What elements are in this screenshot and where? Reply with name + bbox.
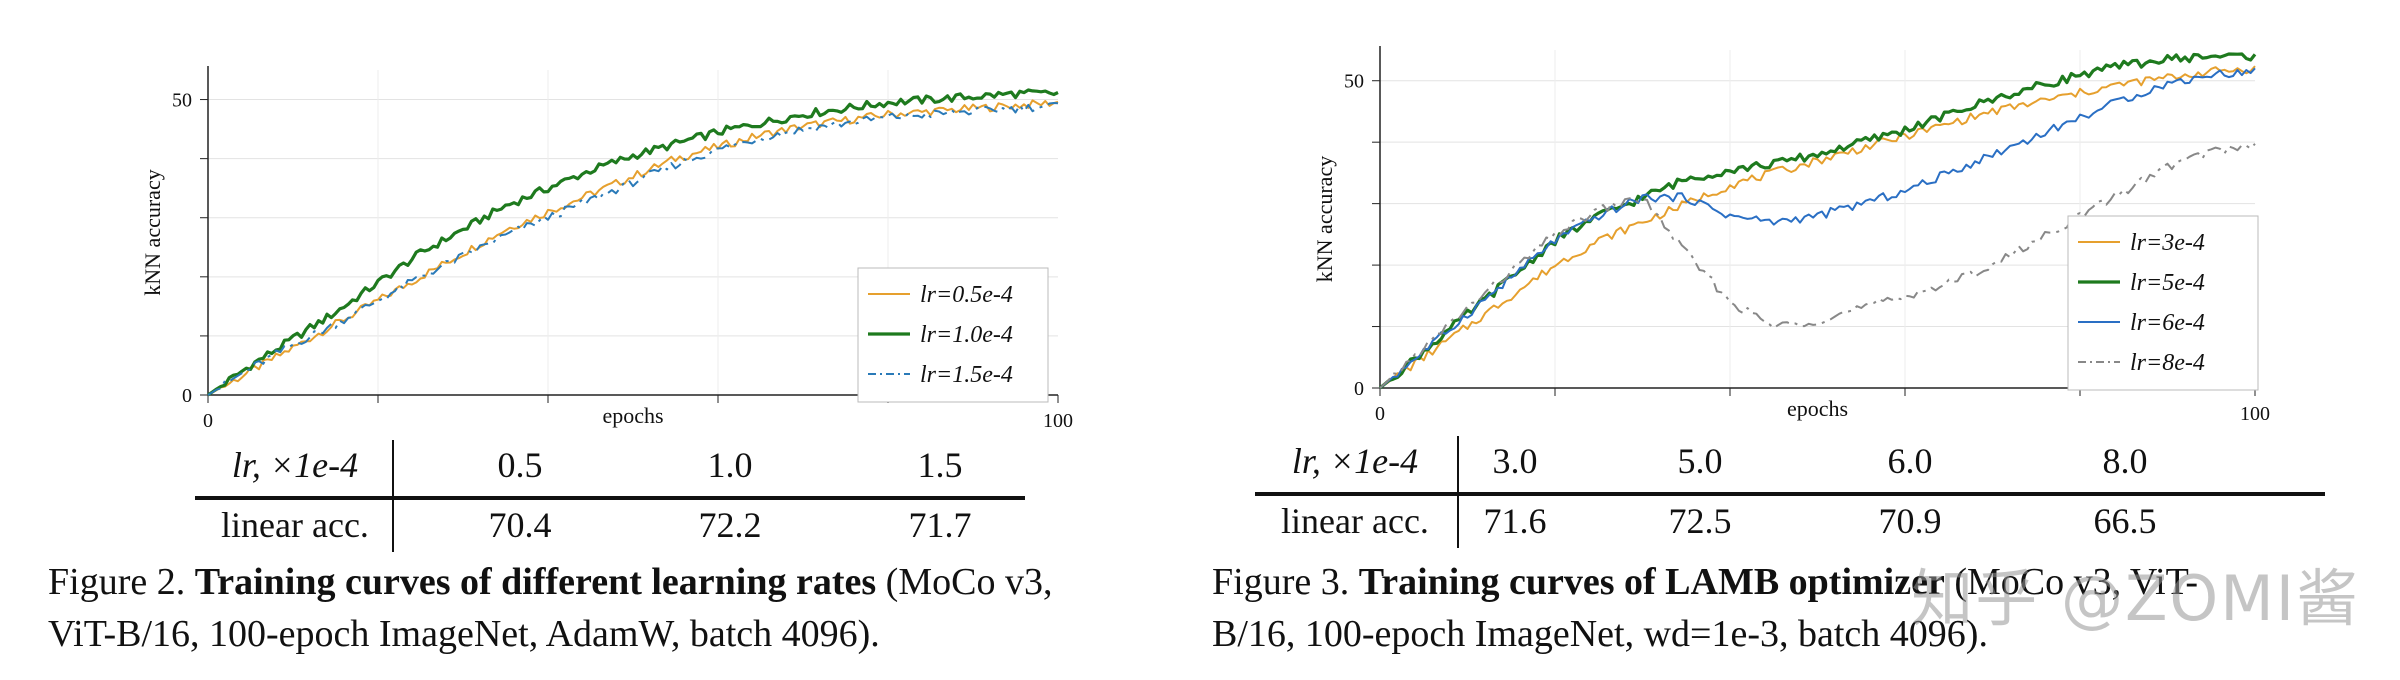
figure-3-chart: 0 100 0 50 epochs kNN accuracy lr=3e-4 lr=5e-4 l… <box>1312 46 2270 425</box>
series-line <box>1379 65 2256 389</box>
y-tick-label: 0 <box>1354 378 1364 400</box>
table-header-value: 6.0 <box>1887 441 1933 481</box>
table-header-value: 8.0 <box>2102 441 2148 481</box>
table-row-label: linear acc. <box>1281 501 1429 541</box>
figure-2-panel: 0 100 0 50 epochs kNN accuracy lr=0.5e-4 lr=1.0… <box>48 66 1073 660</box>
x-tick-label: 100 <box>2240 403 2270 425</box>
table-cell: 70.4 <box>488 505 552 545</box>
table-header-label: lr, ×1e-4 <box>231 445 359 485</box>
caption-prefix: Figure 3. <box>1212 561 1350 603</box>
table-divider <box>392 440 394 552</box>
x-axis-label: epochs <box>602 403 663 428</box>
x-tick-label: 0 <box>203 410 213 432</box>
caption-line2: ViT-B/16, 100-epoch ImageNet, AdamW, bat… <box>48 613 880 655</box>
table-row-label: linear acc. <box>221 505 369 545</box>
x-tick-label: 0 <box>1375 403 1385 425</box>
table-cell: 66.5 <box>2093 501 2157 541</box>
legend-label: lr=5e-4 <box>2130 270 2205 296</box>
figure-3-caption: Figure 3. Training curves of LAMB optimi… <box>1212 556 2198 660</box>
caption-prefix: Figure 2. <box>48 561 186 603</box>
caption-rest: (MoCo v3, ViT- <box>1944 561 2199 603</box>
table-header-value: 1.0 <box>707 445 753 485</box>
table-rule <box>1255 492 2325 496</box>
legend-label: lr=3e-4 <box>2130 230 2205 256</box>
table-cell: 71.7 <box>908 505 972 545</box>
figure-2-chart: 0 100 0 50 epochs kNN accuracy lr=0.5e-4 lr=1.0… <box>140 66 1073 432</box>
legend-label: lr=6e-4 <box>2130 310 2205 336</box>
figure-3-table: lr, ×1e-4 3.0 5.0 6.0 8.0 linear acc. 71… <box>1255 436 2325 556</box>
caption-line2: B/16, 100-epoch ImageNet, wd=1e-3, batch… <box>1212 613 1988 655</box>
table-cell: 72.5 <box>1668 501 1732 541</box>
series-line <box>207 88 1059 397</box>
x-tick-label: 100 <box>1043 410 1073 432</box>
table-header-value: 0.5 <box>497 445 543 485</box>
figure-2-caption: Figure 2. Training curves of different l… <box>48 556 1052 660</box>
y-tick-label: 0 <box>182 385 192 407</box>
table-header-value: 1.5 <box>917 445 963 485</box>
table-divider <box>1457 436 1459 548</box>
table-cell: 72.2 <box>698 505 762 545</box>
legend-label: lr=0.5e-4 <box>920 282 1013 308</box>
y-tick-label: 50 <box>172 90 192 112</box>
table-cell: 71.6 <box>1483 501 1547 541</box>
figure-3-panel: 0 100 0 50 epochs kNN accuracy lr=3e-4 lr=5e-4 l… <box>1200 0 2400 680</box>
y-axis-label: kNN accuracy <box>1312 156 1337 282</box>
watermark: 知乎 @ZOMI酱 <box>1911 562 2360 635</box>
legend-label: lr=1.0e-4 <box>920 322 1013 348</box>
legend-label: lr=1.5e-4 <box>920 362 1013 388</box>
caption-title: Training curves of different learning ra… <box>194 561 877 603</box>
caption-rest: (MoCo v3, <box>876 561 1053 603</box>
caption-title: Training curves of LAMB optimizer <box>1358 561 1945 603</box>
figure-2-table: lr, ×1e-4 0.5 1.0 1.5 linear acc. 70.4 7… <box>195 440 1025 560</box>
x-axis-label: epochs <box>1787 396 1848 421</box>
series-line <box>1379 67 2256 389</box>
table-cell: 70.9 <box>1878 501 1942 541</box>
table-rule <box>195 496 1025 500</box>
series-line <box>207 102 1059 396</box>
y-axis-label: kNN accuracy <box>140 169 165 295</box>
legend-label: lr=8e-4 <box>2130 350 2205 376</box>
table-header-value: 5.0 <box>1677 441 1723 481</box>
table-header-label: lr, ×1e-4 <box>1291 441 1419 481</box>
series-line <box>1379 143 2256 389</box>
y-tick-label: 50 <box>1344 71 1364 93</box>
table-header-value: 3.0 <box>1492 441 1538 481</box>
